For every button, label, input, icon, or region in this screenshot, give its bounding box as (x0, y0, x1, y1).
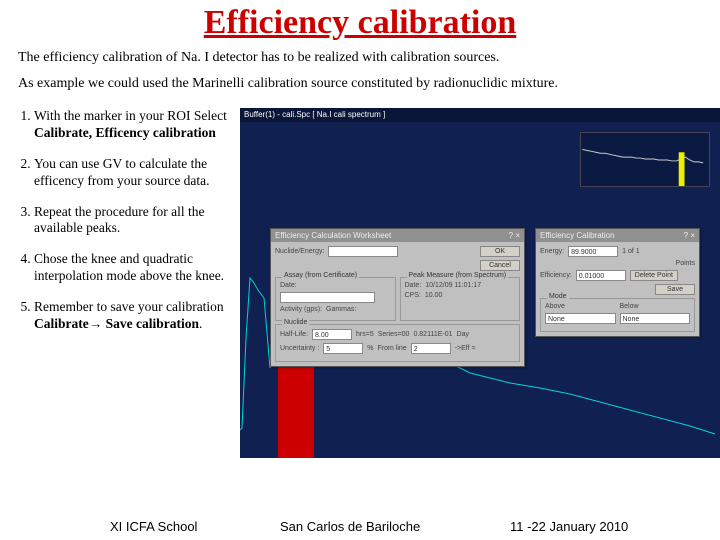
hl-input[interactable]: 8.00 (312, 329, 352, 340)
step-1: With the marker in your ROI Select Calib… (34, 108, 234, 142)
intro-p1: The efficiency calibration of Na. I dete… (18, 50, 702, 66)
below-select[interactable]: None (620, 313, 691, 324)
step-2: You can use GV to calculate the efficenc… (34, 156, 234, 190)
points-label: Points (676, 260, 695, 267)
energy-input[interactable]: 89.9000 (568, 246, 618, 257)
above-label: Above (545, 303, 616, 310)
step-5: Remember to save your calibration Calibr… (34, 299, 234, 333)
close-icon[interactable]: ? × (509, 231, 520, 240)
date2-label: Date: (405, 282, 422, 289)
spectrum-title-bar: Buffer(1) - cali.Spc [ Na.I cali spectru… (240, 108, 720, 122)
series-label: Series=00 (378, 331, 410, 338)
eff-input[interactable]: 0.01000 (576, 270, 626, 281)
save-button[interactable]: Save (655, 284, 695, 295)
above-select[interactable]: None (545, 313, 616, 324)
intro-p2: As example we could used the Marinelli c… (18, 76, 702, 92)
nuclide-label: Nuclide/Energy: (275, 248, 324, 255)
screenshot-area: Buffer(1) - cali.Spc [ Na.I cali spectru… (240, 108, 720, 458)
step-3: Repeat the procedure for all the availab… (34, 204, 234, 238)
cps-value: 10.00 (425, 292, 443, 299)
ok-button[interactable]: OK (480, 246, 520, 257)
page-title: Efficiency calibration (0, 0, 720, 50)
main-area: With the marker in your ROI Select Calib… (0, 102, 720, 458)
date2-value: 10/12/09 11:01:17 (425, 282, 481, 289)
gammas-label: Gammas: (326, 306, 356, 313)
step-4: Chose the knee and quadratic interpolati… (34, 251, 234, 285)
assay-group: Assay (from Certificate) (282, 272, 359, 279)
calib-title-bar: Efficiency Calibration ? × (536, 229, 699, 242)
npts-label: 1 of 1 (622, 248, 640, 255)
fromline-input[interactable]: 2 (411, 343, 451, 354)
footer-school: XI ICFA School (110, 519, 280, 534)
footer-date: 11 -22 January 2010 (510, 519, 670, 534)
date-label: Date: (280, 282, 297, 289)
footer: XI ICFA School San Carlos de Bariloche 1… (0, 519, 720, 534)
intro-block: The efficiency calibration of Na. I dete… (0, 50, 720, 92)
nuclide-group: Nuclide (282, 319, 309, 326)
fromline-label: From line (378, 345, 407, 352)
steps-list: With the marker in your ROI Select Calib… (18, 108, 240, 458)
close-icon-2[interactable]: ? × (684, 231, 695, 240)
hl-unit: hrs=5 (356, 331, 374, 338)
worksheet-dialog[interactable]: Efficiency Calculation Worksheet ? × Nuc… (270, 228, 525, 367)
day-label: Day (457, 331, 469, 338)
inset-plot (580, 132, 710, 187)
calibration-dialog[interactable]: Efficiency Calibration ? × Energy: 89.90… (535, 228, 700, 337)
peak-group: Peak Measure (from Spectrum) (407, 272, 509, 279)
uncert-input[interactable]: 5 (323, 343, 363, 354)
pct-label: % (367, 345, 373, 352)
hl-label: Half-Life: (280, 331, 308, 338)
below-label: Below (620, 303, 691, 310)
nuclide-input[interactable] (328, 246, 398, 257)
activity-label: Activity (gps): (280, 306, 322, 313)
delete-button[interactable]: Delete Point (630, 270, 678, 281)
mode-group: Mode (547, 293, 569, 300)
eff-arrow-label: ->Eff = (455, 345, 476, 352)
runtime-value: 0.82111E-01 (413, 331, 452, 338)
eff-label: Efficiency: (540, 272, 572, 279)
footer-location: San Carlos de Bariloche (280, 519, 510, 534)
cps-label: CPS: (405, 292, 421, 299)
energy-label: Energy: (540, 248, 564, 255)
worksheet-title-bar: Efficiency Calculation Worksheet ? × (271, 229, 524, 242)
date-input[interactable] (280, 292, 375, 303)
cancel-button[interactable]: Cancel (480, 260, 520, 271)
uncert-label: Uncertainty : (280, 345, 319, 352)
